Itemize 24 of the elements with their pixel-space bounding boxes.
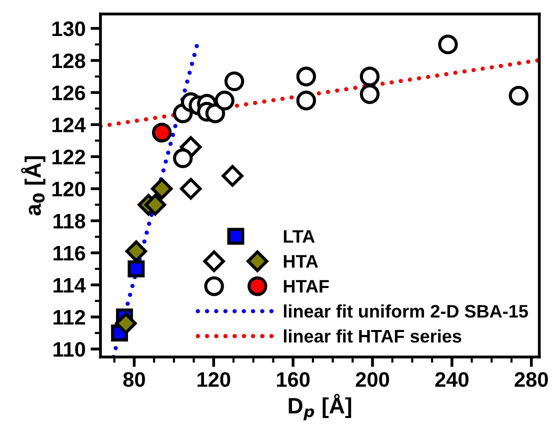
x-tick-label: 280 [514,372,548,387]
legend-label: LTA [284,230,315,243]
y-axis-title: a$_{0}$ [Å] [21,156,46,216]
legend-label: linear fit HTAF series [284,329,462,343]
y-tick-label: 124 [52,118,86,132]
y-tick-label: 128 [52,53,86,68]
x-tick-label: 200 [356,372,390,387]
x-tick-label: 80 [123,372,145,387]
x-tick-label: 160 [277,372,310,387]
y-tick-label: 116 [54,246,86,261]
y-tick-label: 120 [52,182,86,196]
y-tick-label: 130 [52,21,86,36]
x-axis-title: D$_{p}$ [Å] [288,394,352,420]
legend-label: HTA [284,255,318,268]
legend-label: HTAF [284,280,329,293]
x-tick-label: 120 [198,372,230,387]
legend-label: linear fit uniform 2-D SBA-15 [284,304,528,318]
x-tick-label: 240 [435,372,468,387]
y-tick-label: 114 [54,278,86,292]
y-tick-label: 126 [52,86,86,100]
y-tick-label: 122 [52,150,86,164]
y-tick-label: 112 [54,310,86,324]
y-tick-label: 110 [54,342,86,357]
y-tick-label: 118 [54,214,86,229]
